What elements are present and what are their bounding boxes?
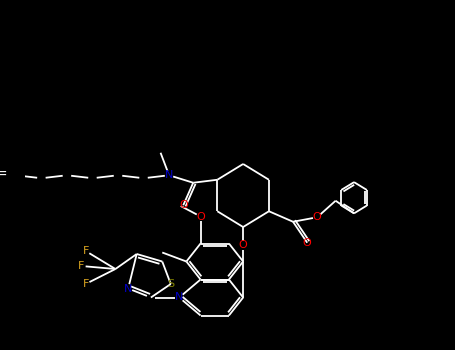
Text: N: N: [165, 170, 173, 180]
Text: F: F: [78, 261, 85, 271]
Text: O: O: [239, 240, 248, 250]
Text: F: F: [82, 246, 89, 256]
Text: O: O: [313, 212, 322, 222]
Text: O: O: [303, 238, 312, 248]
Text: O: O: [179, 200, 187, 210]
Text: S: S: [167, 279, 174, 289]
Text: O: O: [196, 211, 205, 222]
Text: N: N: [175, 293, 183, 302]
Text: N: N: [124, 284, 132, 294]
Text: =: =: [0, 168, 7, 182]
Text: F: F: [82, 279, 89, 289]
